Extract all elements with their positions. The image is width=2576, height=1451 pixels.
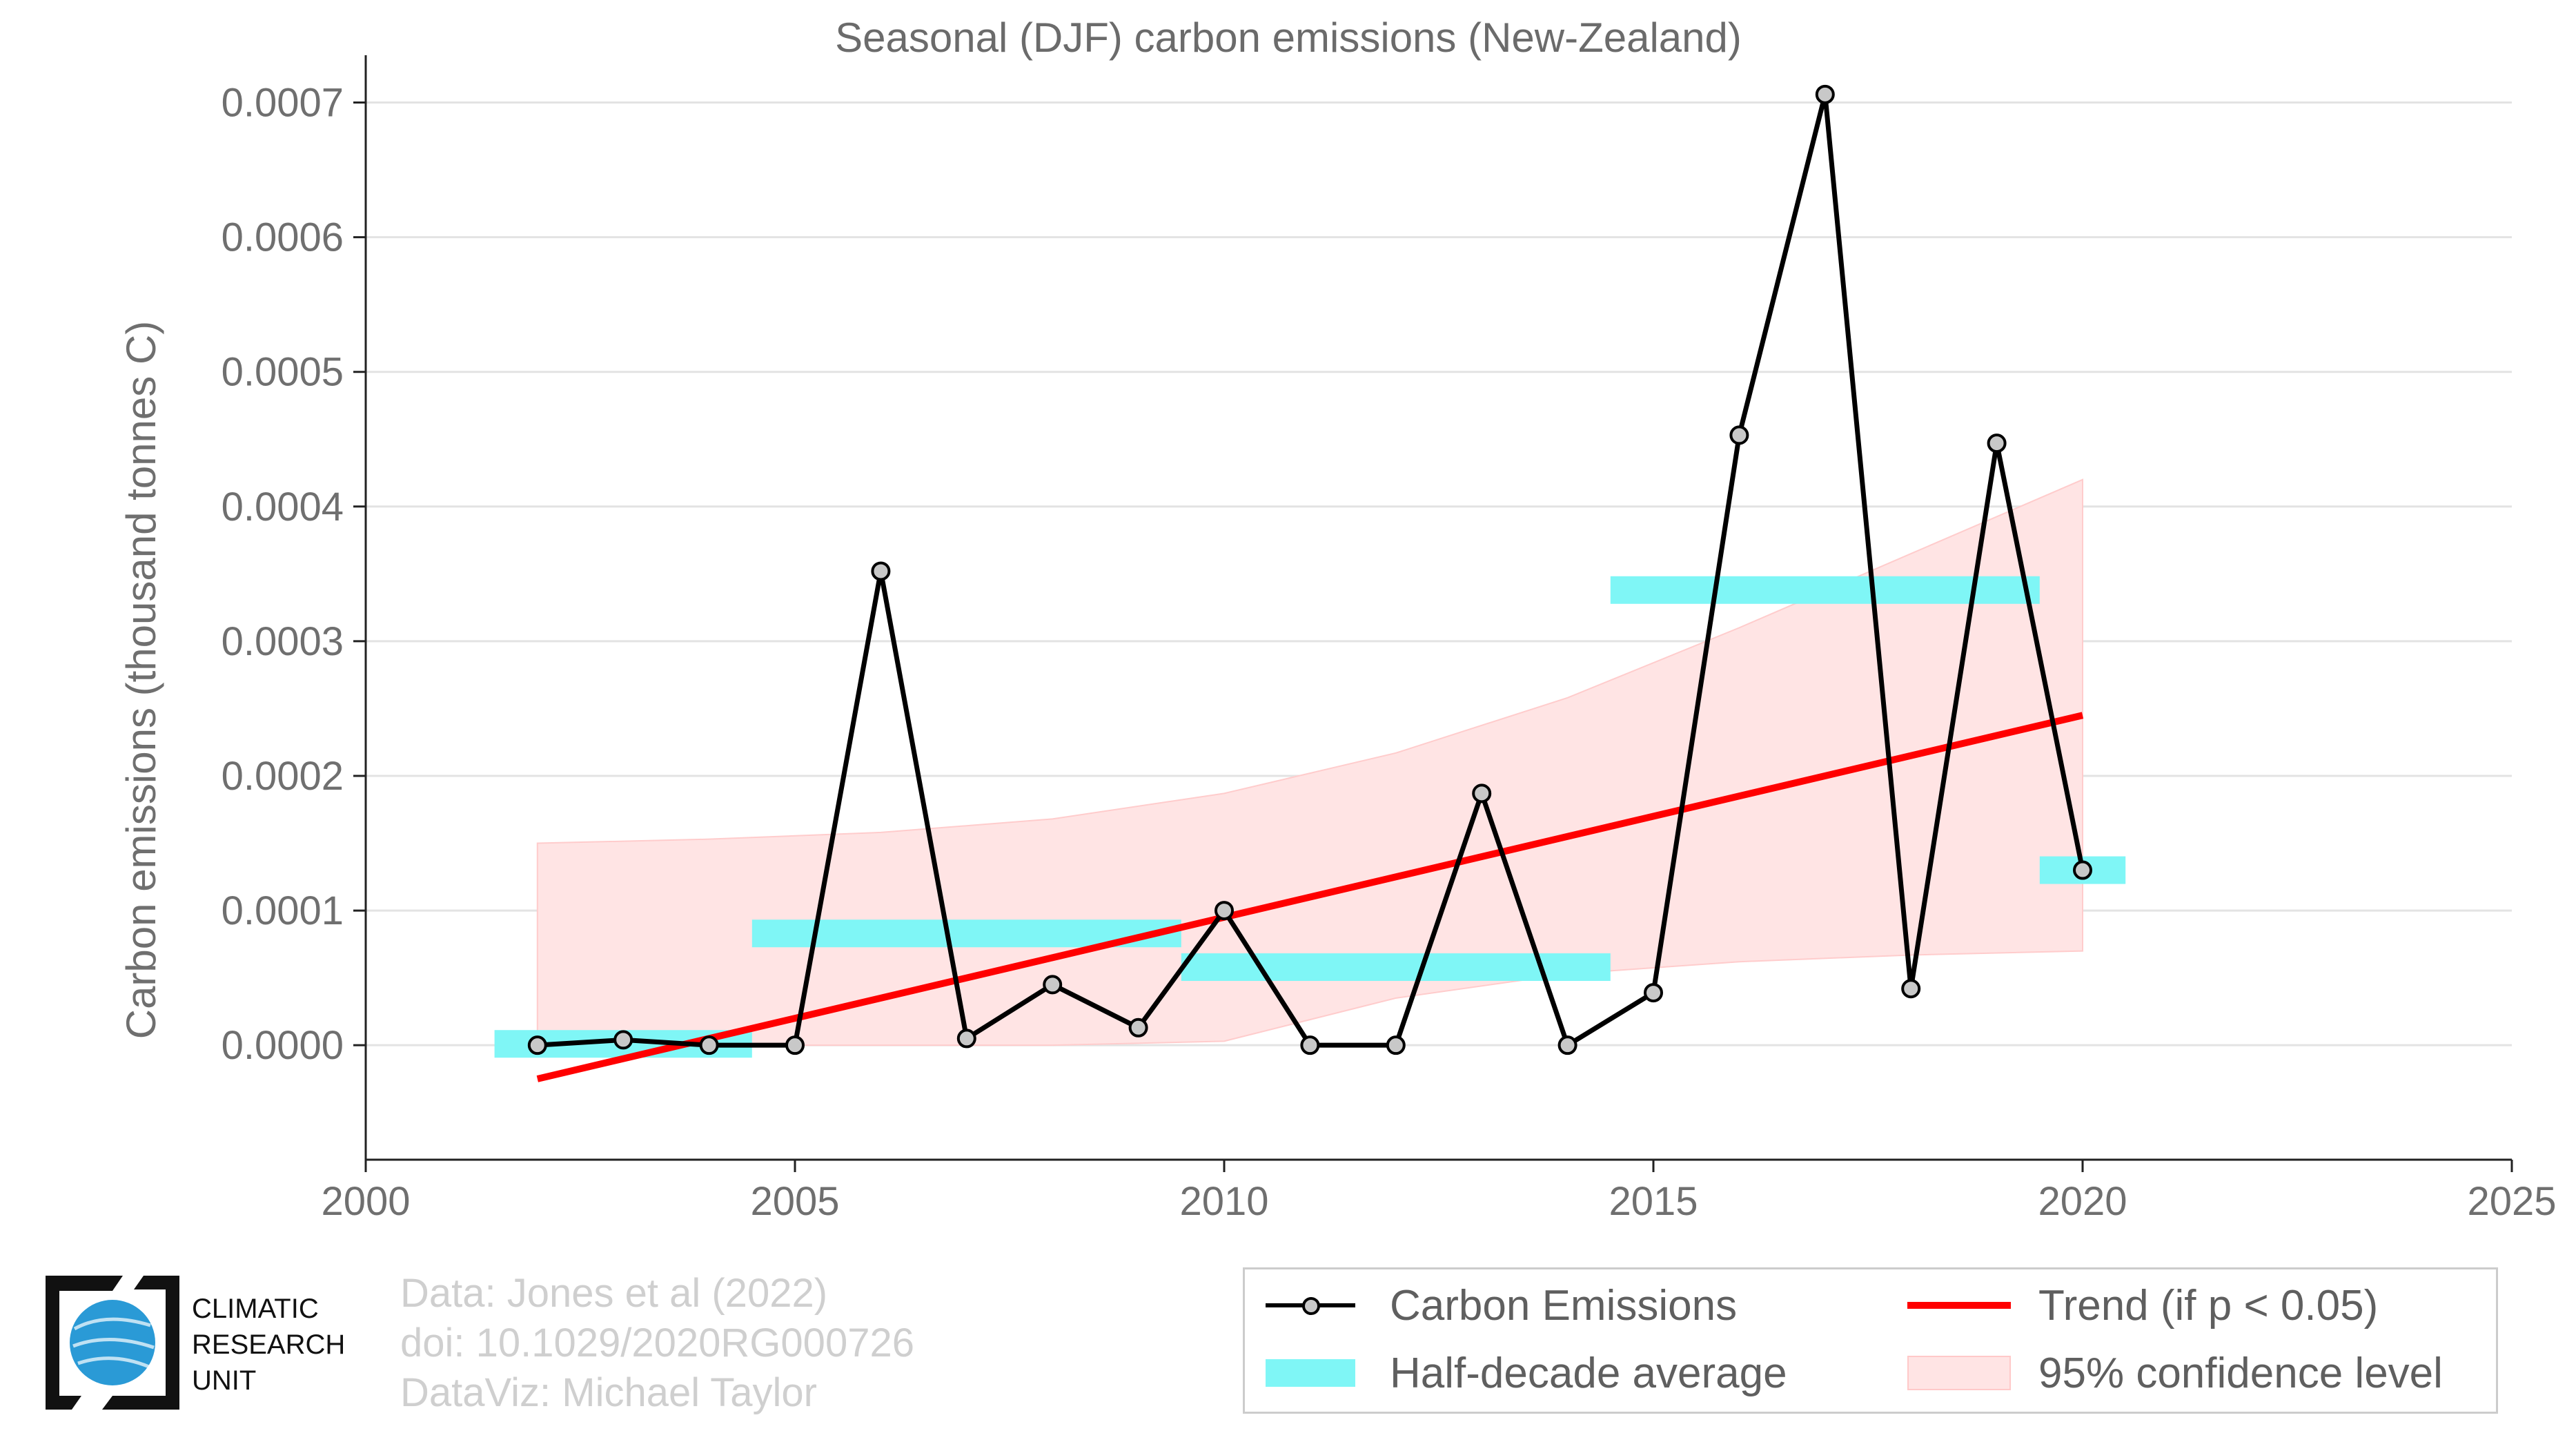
confidence-area bbox=[536, 478, 2083, 1046]
credit-dataviz: DataViz: Michael Taylor bbox=[400, 1370, 817, 1415]
chart-title: Seasonal (DJF) carbon emissions (New-Zea… bbox=[835, 14, 1742, 61]
data-point bbox=[1815, 84, 1835, 104]
legend-cyan-bar-icon bbox=[1259, 1345, 1362, 1401]
data-point bbox=[871, 561, 891, 581]
x-tick-label: 2020 bbox=[2038, 1179, 2127, 1224]
data-point bbox=[1729, 425, 1749, 445]
x-tick-label: 2010 bbox=[1179, 1179, 1268, 1224]
data-point bbox=[1215, 901, 1234, 921]
data-point bbox=[785, 1035, 805, 1055]
legend-item-half-decade: Half-decade average bbox=[1259, 1345, 1787, 1401]
legend-item-trend: Trend (if p < 0.05) bbox=[1907, 1278, 2378, 1333]
y-axis-label: Carbon emissions (thousand tonnes C) bbox=[118, 321, 164, 1040]
y-tick-label: 0.0004 bbox=[222, 485, 344, 529]
cru-logo bbox=[46, 1276, 179, 1410]
credits: Data: Jones et al (2022) doi: 10.1029/20… bbox=[400, 1269, 914, 1418]
x-tick-label: 2015 bbox=[1609, 1179, 1698, 1224]
x-tick-label: 2000 bbox=[321, 1179, 410, 1224]
data-point bbox=[956, 1029, 976, 1049]
credit-doi: doi: 10.1029/2020RG000726 bbox=[400, 1321, 914, 1365]
logo-line-3: UNIT bbox=[192, 1365, 257, 1396]
trend-line bbox=[536, 712, 2084, 1082]
y-tick-label: 0.0006 bbox=[222, 215, 344, 260]
confidence-band bbox=[536, 478, 2083, 1046]
emissions-series bbox=[527, 84, 2092, 1055]
legend-item-emissions: Carbon Emissions bbox=[1259, 1278, 1737, 1333]
half-decade-bar bbox=[1610, 576, 2040, 604]
legend-line-marker-icon bbox=[1259, 1278, 1362, 1333]
data-point bbox=[1043, 975, 1063, 995]
data-point bbox=[1300, 1035, 1320, 1055]
legend-label-half-decade: Half-decade average bbox=[1390, 1349, 1787, 1397]
y-tick-label: 0.0001 bbox=[222, 888, 344, 933]
axes: 0.0000 0.0001 0.0002 0.0003 0.0004 0.0005 0.00… bbox=[222, 55, 2557, 1224]
legend-label-confidence: 95% confidence level bbox=[2038, 1349, 2443, 1397]
data-point bbox=[1644, 983, 1663, 1003]
legend-item-confidence: 95% confidence level bbox=[1907, 1345, 2443, 1401]
data-point bbox=[1128, 1017, 1148, 1038]
legend-pink-area-icon bbox=[1907, 1345, 2011, 1401]
logo-text: CLIMATIC RESEARCH UNIT bbox=[192, 1291, 345, 1399]
trend-segment bbox=[536, 712, 2084, 1082]
y-tick-label: 0.0002 bbox=[222, 754, 344, 799]
credit-data: Data: Jones et al (2022) bbox=[400, 1271, 828, 1316]
y-tick-label: 0.0003 bbox=[222, 619, 344, 664]
data-point bbox=[699, 1035, 719, 1055]
y-tick-label: 0.0000 bbox=[222, 1023, 344, 1068]
data-point bbox=[1557, 1035, 1577, 1055]
legend-label-trend: Trend (if p < 0.05) bbox=[2038, 1281, 2379, 1330]
data-point bbox=[613, 1030, 633, 1050]
logo-line-1: CLIMATIC bbox=[192, 1294, 319, 1324]
data-point bbox=[1472, 783, 1492, 804]
x-tick-label: 2025 bbox=[2467, 1179, 2556, 1224]
legend: Carbon Emissions Trend (if p < 0.05) Hal… bbox=[1243, 1267, 2498, 1414]
x-tick-label: 2005 bbox=[750, 1179, 839, 1224]
legend-label-emissions: Carbon Emissions bbox=[1390, 1281, 1738, 1330]
data-point bbox=[1386, 1035, 1406, 1055]
logo-line-2: RESEARCH bbox=[192, 1330, 346, 1360]
legend-red-line-icon bbox=[1907, 1278, 2011, 1333]
y-tick-label: 0.0005 bbox=[222, 350, 344, 395]
data-point bbox=[1987, 434, 2007, 454]
data-point bbox=[1901, 979, 1921, 999]
data-point bbox=[527, 1035, 547, 1055]
data-point bbox=[2073, 860, 2092, 880]
y-tick-label: 0.0007 bbox=[222, 81, 344, 126]
